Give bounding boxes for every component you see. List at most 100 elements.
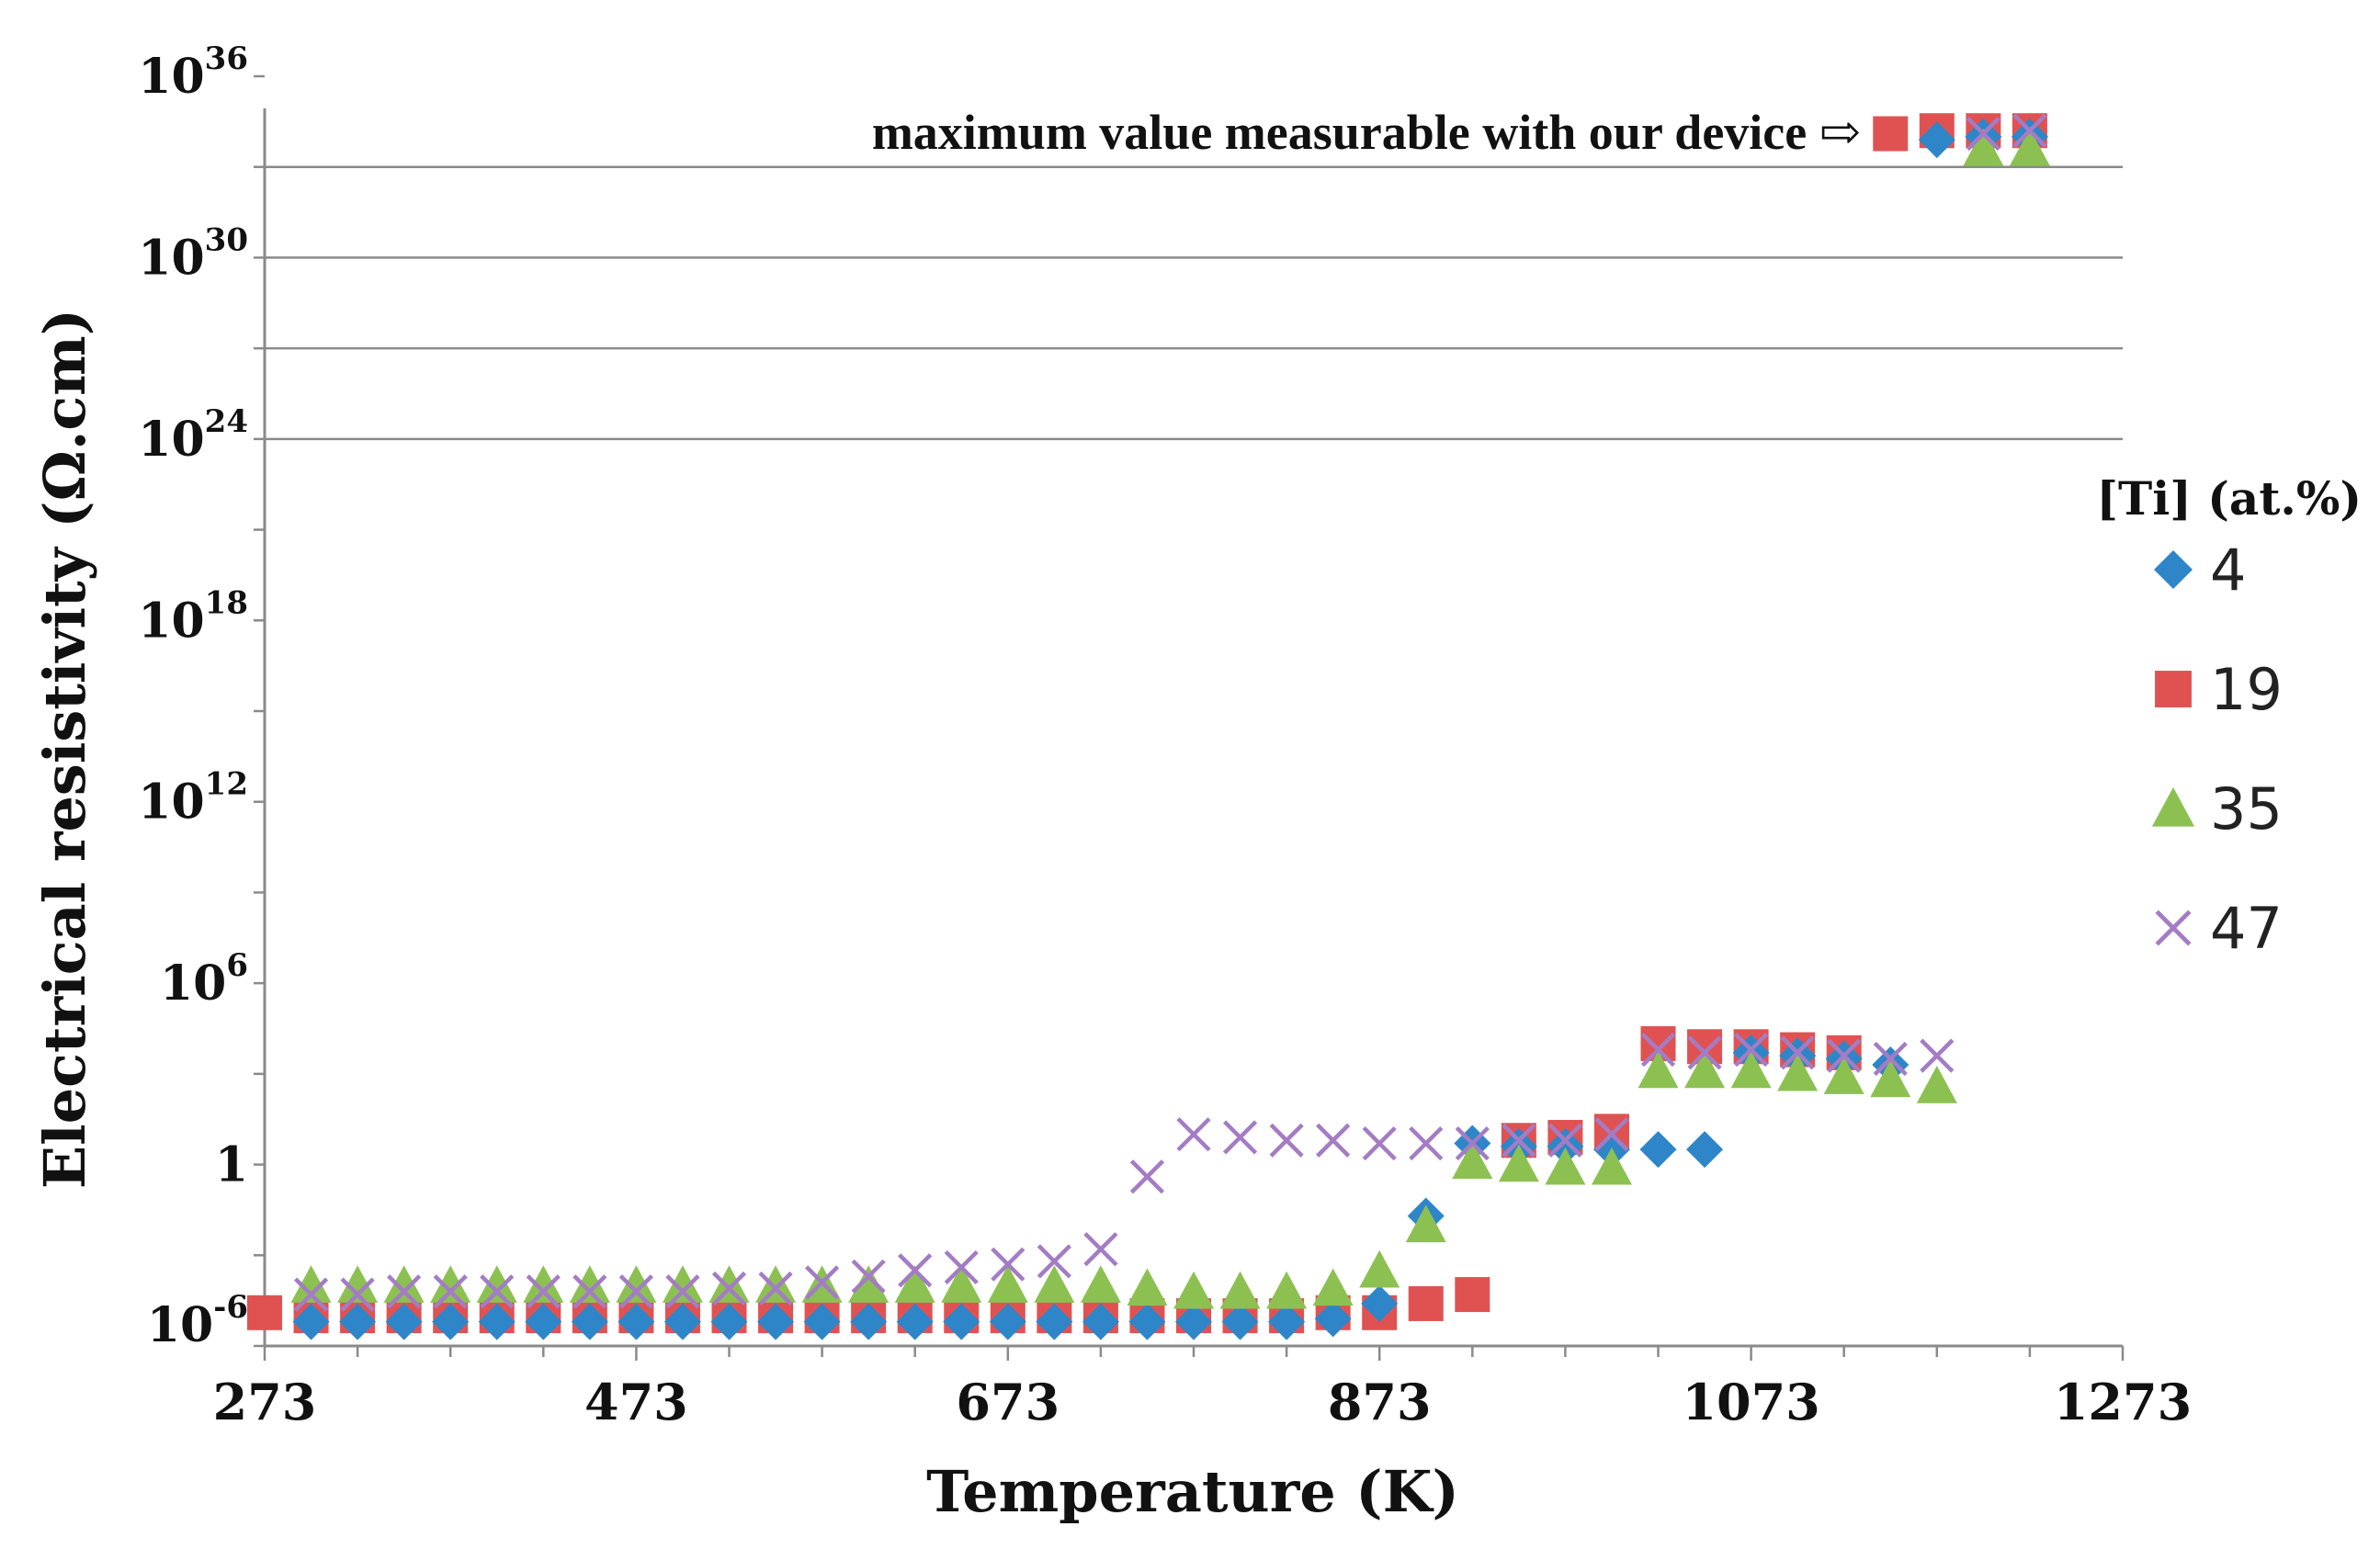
legend-title: [Ti] (at.%) xyxy=(2096,471,2362,526)
data-point-triangle xyxy=(1080,1265,1121,1303)
legend-label: 47 xyxy=(2210,895,2283,962)
data-point-cross xyxy=(1780,1035,1815,1070)
data-point-cross xyxy=(1316,1123,1351,1158)
data-point-triangle xyxy=(941,1265,982,1303)
data-point-triangle xyxy=(2009,128,2050,166)
data-point-cross xyxy=(2012,113,2047,148)
data-point-triangle xyxy=(616,1265,657,1303)
data-point-triangle xyxy=(523,1265,564,1303)
legend: [Ti] (at.%) 4 19 35 47 xyxy=(2096,471,2362,962)
data-point-cross xyxy=(293,1277,329,1312)
data-point-cross xyxy=(1083,1232,1118,1267)
data-point-diamond xyxy=(1082,1303,1119,1340)
data-point-cross xyxy=(711,1271,747,1306)
data-point-diamond xyxy=(1036,1303,1073,1340)
data-point-cross xyxy=(1594,1117,1629,1152)
data-point-cross xyxy=(1176,1117,1211,1152)
data-point-triangle xyxy=(1359,1249,1400,1288)
data-point-triangle xyxy=(290,1265,332,1303)
data-point-triangle xyxy=(1730,1050,1772,1089)
data-point-cross xyxy=(1734,1032,1769,1068)
y-tick-label: 1 xyxy=(215,1137,248,1193)
data-point-cross xyxy=(572,1274,607,1309)
y-tick-label: 106 xyxy=(160,947,248,1012)
data-point-diamond xyxy=(663,1303,701,1340)
data-point-diamond xyxy=(1175,1303,1212,1340)
legend-label: 19 xyxy=(2210,656,2283,723)
max-value-annotation: maximum value measurable with our device… xyxy=(872,105,1861,160)
data-point-diamond xyxy=(1268,1303,1306,1340)
data-point-diamond xyxy=(432,1303,470,1340)
data-point-diamond xyxy=(943,1303,980,1340)
data-point-triangle xyxy=(1777,1053,1819,1091)
y-axis-title: Electrical resistivity (Ω.cm) xyxy=(31,309,98,1189)
y-tick-label: 1012 xyxy=(138,766,248,831)
data-point-triangle xyxy=(894,1265,935,1303)
legend-item: 4 xyxy=(2154,537,2246,604)
data-point-triangle xyxy=(1545,1147,1586,1185)
data-point-cross xyxy=(480,1274,515,1309)
data-point-triangle xyxy=(1405,1204,1446,1243)
data-point-cross xyxy=(433,1274,468,1309)
data-point-triangle xyxy=(708,1265,750,1303)
data-point-cross xyxy=(1409,1125,1444,1161)
data-point-triangle xyxy=(1870,1059,1911,1098)
data-point-triangle xyxy=(662,1265,703,1303)
legend-diamond-icon xyxy=(2154,550,2193,589)
legend-square-icon xyxy=(2155,671,2192,707)
data-point-cross xyxy=(898,1253,933,1288)
data-point-diamond xyxy=(339,1303,377,1340)
data-point-diamond xyxy=(1639,1131,1677,1169)
data-point-square xyxy=(1873,116,1909,152)
x-tick-label: 273 xyxy=(213,1373,317,1431)
data-point-diamond xyxy=(1361,1284,1399,1322)
data-point-cross xyxy=(1873,1041,1908,1076)
x-tick-label: 1073 xyxy=(1682,1373,1819,1431)
data-point-triangle xyxy=(1916,1066,1957,1103)
data-point-cross xyxy=(1362,1125,1397,1161)
data-point-triangle xyxy=(476,1265,517,1303)
data-point-diamond xyxy=(1221,1303,1259,1340)
data-point-cross xyxy=(618,1274,653,1309)
data-point-cross xyxy=(387,1274,422,1309)
data-point-diamond xyxy=(757,1303,795,1340)
data-point-cross xyxy=(944,1249,979,1285)
data-point-diamond xyxy=(989,1303,1026,1340)
x-tick-label: 873 xyxy=(1328,1373,1432,1431)
data-point-triangle xyxy=(569,1265,610,1303)
data-point-diamond xyxy=(710,1303,748,1340)
y-tick-label: 1024 xyxy=(138,403,248,468)
y-tick-label: 1030 xyxy=(138,221,248,286)
data-point-diamond xyxy=(1686,1131,1724,1169)
data-point-triangle xyxy=(1034,1265,1075,1303)
x-tick-labels: 273 473 673 873 1073 1273 xyxy=(213,1373,2193,1431)
data-point-square xyxy=(247,1295,282,1330)
legend-label: 4 xyxy=(2210,537,2246,604)
data-point-cross xyxy=(1547,1123,1582,1158)
data-point-diamond xyxy=(803,1303,841,1340)
y-tick-label: 10-6 xyxy=(147,1289,248,1353)
data-point-triangle xyxy=(1312,1268,1354,1306)
data-point-cross xyxy=(758,1271,793,1306)
data-point-diamond xyxy=(1918,121,1955,159)
data-points xyxy=(247,113,2050,1340)
data-point-square xyxy=(1408,1285,1444,1321)
data-point-cross xyxy=(665,1274,700,1309)
data-point-triangle xyxy=(755,1265,797,1303)
data-point-triangle xyxy=(848,1265,890,1303)
data-point-triangle xyxy=(1498,1144,1539,1182)
data-point-triangle xyxy=(1963,128,2004,166)
data-point-triangle xyxy=(383,1265,425,1303)
data-point-cross xyxy=(1640,1032,1676,1068)
data-point-triangle xyxy=(337,1265,379,1303)
data-point-diamond xyxy=(478,1303,516,1340)
data-point-triangle xyxy=(1452,1141,1493,1179)
y-tick-label: 1018 xyxy=(138,584,248,649)
data-point-cross xyxy=(1222,1120,1258,1155)
data-point-triangle xyxy=(987,1265,1028,1303)
data-point-diamond xyxy=(896,1303,934,1340)
series-19 xyxy=(247,113,2047,1334)
data-point-cross xyxy=(1827,1038,1862,1073)
data-point-triangle xyxy=(430,1265,471,1303)
data-point-triangle xyxy=(1684,1050,1726,1089)
